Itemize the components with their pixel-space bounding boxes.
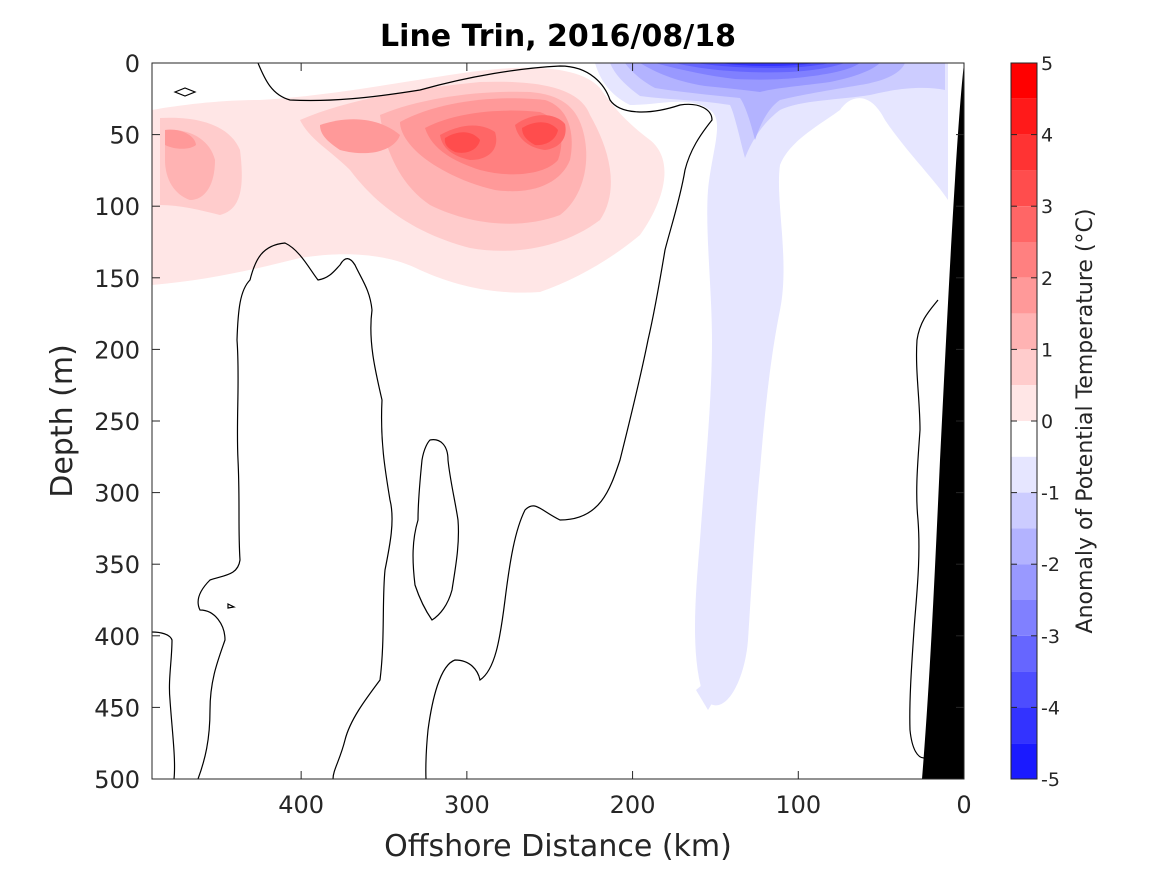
colorbar-tick-label: 3 [1041, 196, 1053, 218]
zero-contour-right [909, 299, 939, 759]
colorbar-tick-label: 4 [1041, 125, 1053, 147]
colorbar-swatch [1011, 456, 1037, 493]
y-tick-label: 0 [125, 50, 140, 78]
y-tick-label: 350 [94, 551, 140, 579]
colorbar-swatch [1011, 277, 1037, 314]
y-tick-label: 300 [94, 480, 140, 508]
y-tick-label: 250 [94, 408, 140, 436]
zero-contour-top [257, 63, 713, 779]
zero-contour-small-a [173, 87, 197, 97]
colorbar [1010, 62, 1038, 780]
x-axis-label: Offshore Distance (km) [384, 829, 732, 864]
y-tick-label: 400 [94, 623, 140, 651]
plot-area [152, 63, 964, 779]
zero-contour-far-left [152, 631, 176, 779]
cold-band-level-1b [696, 680, 720, 710]
y-axis-ticks: 0 50 100 150 200 250 300 350 400 450 500 [94, 50, 964, 794]
y-tick-label: 100 [94, 193, 140, 221]
colorbar-tick-label: -5 [1041, 769, 1060, 791]
y-tick-label: 150 [94, 265, 140, 293]
colorbar-tick-label: -4 [1041, 697, 1060, 719]
y-axis-label: Depth (m) [45, 344, 80, 498]
colorbar-label: Anomaly of Potential Temperature (°C) [1073, 209, 1098, 634]
cold-band-level-1 [595, 63, 948, 706]
colorbar-swatch [1011, 671, 1037, 708]
y-tick-label: 500 [94, 766, 140, 794]
warm-band-level-7 [444, 132, 480, 153]
colorbar-swatch [1011, 492, 1037, 529]
colorbar-swatch [1011, 134, 1037, 171]
colorbar-swatch [1011, 313, 1037, 350]
x-tick-label: 400 [278, 791, 324, 819]
colorbar-tick-label: 2 [1041, 268, 1053, 290]
colorbar-swatch [1011, 635, 1037, 672]
chart-title: Line Trin, 2016/08/18 [380, 19, 736, 54]
warm-anomaly-fills [152, 67, 665, 293]
colorbar-tick-label: 1 [1041, 339, 1053, 361]
warm-band-level-7b [522, 122, 558, 146]
bathymetry-mask [922, 63, 964, 779]
cold-band-level-8 [720, 63, 815, 66]
colorbar-tick-label: -3 [1041, 626, 1060, 648]
x-tick-label: 100 [775, 791, 821, 819]
colorbar-swatch [1011, 600, 1037, 636]
cold-anomaly-fills [595, 63, 948, 710]
colorbar-swatch [1011, 528, 1037, 565]
colorbar-swatch [1011, 707, 1037, 744]
warm-band-level-4 [165, 129, 196, 149]
colorbar-swatch [1011, 421, 1037, 457]
colorbar-ticks: 5 4 3 2 1 0 -1 -2 -3 -4 -5 [1011, 53, 1060, 791]
colorbar-swatch [1011, 242, 1037, 278]
x-tick-label: 300 [444, 791, 490, 819]
colorbar-swatch [1011, 385, 1037, 421]
colorbar-tick-label: -2 [1041, 554, 1060, 576]
colorbar-swatch [1011, 743, 1037, 779]
colorbar-swatch [1011, 349, 1037, 386]
x-tick-label: 200 [610, 791, 656, 819]
colorbar-swatch [1011, 170, 1037, 207]
colorbar-swatch [1011, 98, 1037, 135]
x-axis-ticks: 400 300 200 100 0 [278, 63, 972, 819]
zero-contour-small-b [227, 603, 236, 609]
warm-band-level-4b [320, 119, 400, 154]
colorbar-tick-label: 0 [1041, 411, 1053, 433]
zero-contour-inner-loop [412, 439, 460, 621]
colorbar-swatch [1011, 63, 1037, 99]
zero-contour-left-lobe [197, 242, 393, 779]
colorbar-swatch [1011, 206, 1037, 242]
colorbar-tick-label: -1 [1041, 483, 1060, 505]
zero-contour-lines [152, 63, 939, 779]
colorbar-tick-label: 5 [1041, 53, 1053, 75]
y-tick-label: 450 [94, 694, 140, 722]
x-tick-label: 0 [956, 791, 971, 819]
y-tick-label: 50 [109, 122, 140, 150]
colorbar-swatch [1011, 564, 1037, 600]
y-tick-label: 200 [94, 336, 140, 364]
